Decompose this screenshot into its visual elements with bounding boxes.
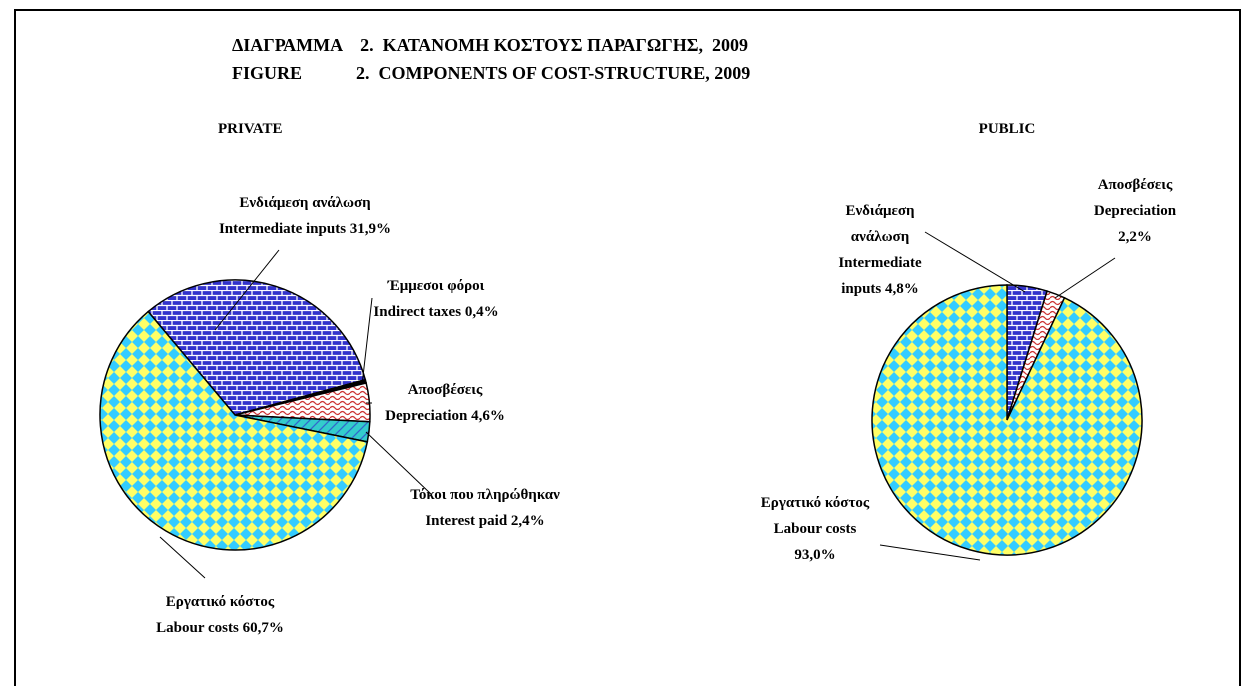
category-name: Labour costs	[773, 521, 857, 537]
leader-line	[924, 231, 1026, 293]
category-label-en: Indirect taxes 0,4%	[276, 299, 596, 325]
category-label: Αποσβέσεις	[407, 382, 483, 398]
value-label: 2,2%	[1118, 229, 1152, 245]
category-label-en: Interest paid 2,4%	[325, 508, 645, 534]
slice-label: Αποσβέσεις Depreciation 2,2%	[1080, 172, 1190, 250]
category-label: Έμμεσοι φόροι	[387, 278, 485, 294]
leader-line	[159, 536, 206, 579]
value-label: 93,0%	[794, 547, 836, 563]
slice-label: Αποσβέσεις Depreciation 4,6%	[285, 377, 605, 429]
pie-title: PRIVATE	[218, 121, 282, 137]
pie-title: PUBLIC	[979, 121, 1036, 137]
value-label: 0,4%	[464, 304, 499, 320]
slice-label: Εργατικό κόστος Labour costs 93,0%	[760, 490, 870, 568]
leader-line	[214, 249, 280, 331]
leader-line	[879, 544, 981, 561]
pie-slice	[871, 284, 1143, 556]
category-label: Εργατικό κόστος	[165, 594, 275, 610]
category-label: Εργατικό κόστος	[760, 495, 870, 511]
category-name: Intermediate inputs	[218, 221, 347, 237]
leader-line	[361, 297, 373, 386]
pie-slice	[147, 279, 367, 416]
category-name: Depreciation	[1093, 203, 1177, 219]
value-label: 4,6%	[471, 408, 505, 424]
slice-label: Ενδιάμεση ανάλωση Intermediate inputs 4,8…	[825, 198, 935, 302]
chart-title: ΔΙΑΓΡΑΜΜΑ 2. ΚΑΤΑΝΟΜΗ ΚΟΣΤΟΥΣ ΠΑΡΑΓΩΓΗΣ,…	[232, 35, 748, 55]
frame	[14, 9, 1241, 686]
chart-subtitle: FIGURE 2. COMPONENTS OF COST-STRUCTURE, …	[232, 63, 750, 83]
value-label: 31,9%	[349, 221, 392, 237]
slice-label: Ενδιάμεση ανάλωση Intermediate inputs 31,…	[145, 190, 465, 242]
category-label: Τόκοι που πληρώθηκαν	[410, 487, 560, 503]
category-label-en: Labour costs 60,7%	[60, 615, 380, 641]
value-label: 4,8%	[885, 281, 919, 297]
slice-label: Τόκοι που πληρώθηκαν Interest paid 2,4%	[325, 482, 645, 534]
category-label: Ενδιάμεση ανάλωση	[845, 203, 915, 245]
category-name: Depreciation	[385, 408, 468, 424]
value-label: 60,7%	[242, 620, 284, 636]
category-label: Ενδιάμεση ανάλωση	[239, 195, 371, 211]
slice-label: Έμμεσοι φόροι Indirect taxes 0,4%	[276, 273, 596, 325]
leader-line	[365, 431, 433, 496]
category-label-en: Labour costs 93,0%	[760, 516, 870, 568]
category-label-en: Depreciation 2,2%	[1080, 198, 1190, 250]
leader-line	[1054, 257, 1116, 299]
category-name: Interest paid	[425, 513, 508, 529]
slice-label: Εργατικό κόστος Labour costs 60,7%	[60, 589, 380, 641]
category-label-en: Intermediate inputs 31,9%	[145, 216, 465, 242]
category-name: Indirect taxes	[373, 304, 462, 320]
value-label: 2,4%	[510, 513, 545, 529]
category-name: Labour costs	[156, 620, 239, 636]
category-label-en: Intermediate inputs 4,8%	[825, 250, 935, 302]
category-label: Αποσβέσεις	[1097, 177, 1173, 193]
category-name: Intermediate inputs	[838, 255, 922, 297]
pie-slice	[99, 310, 369, 551]
category-label-en: Depreciation 4,6%	[285, 403, 605, 429]
